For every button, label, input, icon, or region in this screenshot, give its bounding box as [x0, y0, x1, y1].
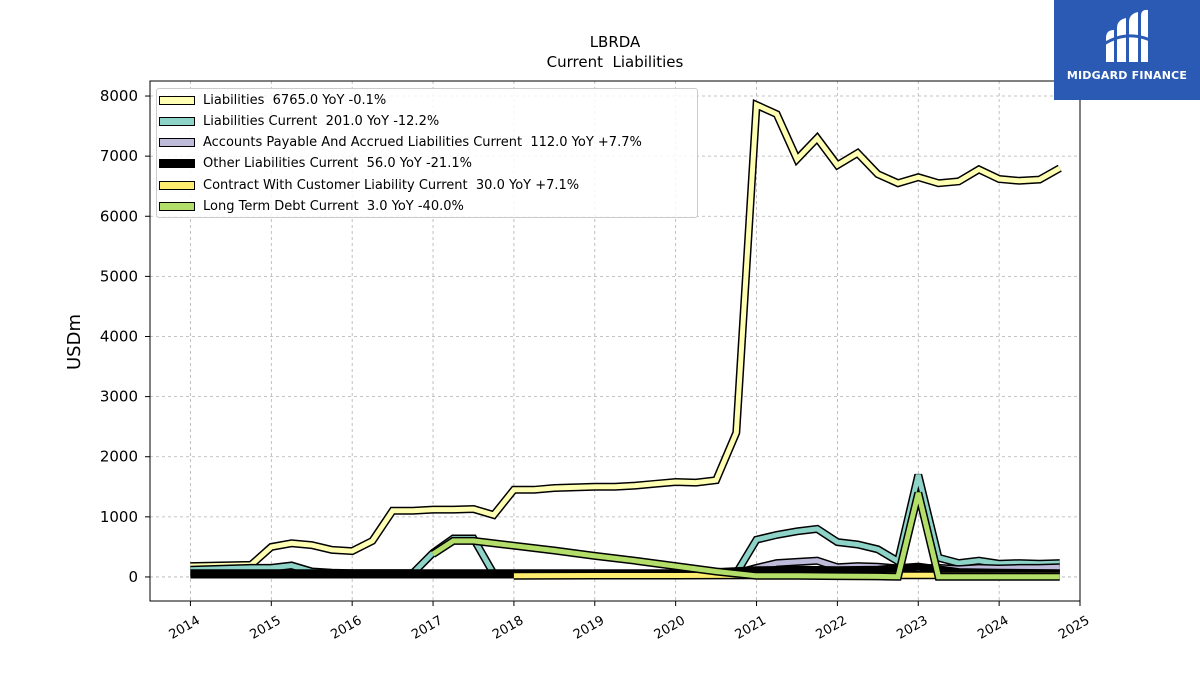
y-tick-label: 8000: [100, 87, 138, 105]
legend-item: Other Liabilities Current 56.0 YoY -21.1…: [159, 156, 472, 172]
x-tick-label: 2018: [490, 613, 526, 643]
x-tick-label: 2020: [652, 613, 688, 643]
x-tick-label: 2019: [571, 613, 607, 643]
legend-swatch: [159, 138, 195, 148]
y-axis-label: USDm: [64, 314, 85, 370]
series-layer: [190, 98, 1062, 581]
legend-swatch: [159, 180, 195, 190]
legend-item: Accounts Payable And Accrued Liabilities…: [159, 135, 642, 151]
legend-item: Liabilities Current 201.0 YoY -12.2%: [159, 113, 439, 129]
legend-swatch: [159, 116, 195, 126]
legend-label: Other Liabilities Current 56.0 YoY -21.1…: [203, 156, 472, 172]
legend-item: Liabilities 6765.0 YoY -0.1%: [159, 92, 386, 108]
y-tick-label: 6000: [100, 207, 138, 225]
legend-swatch: [159, 159, 195, 169]
series-line: [190, 101, 1062, 569]
y-tick-label: 1000: [100, 508, 138, 526]
legend-label: Liabilities 6765.0 YoY -0.1%: [203, 92, 387, 108]
series-1: [190, 98, 1062, 571]
y-tick-label: 3000: [100, 388, 138, 406]
logo: MIDGARD FINANCE: [1054, 0, 1200, 100]
logo-text: MIDGARD FINANCE: [1066, 69, 1188, 82]
x-tick-label: 2021: [733, 613, 769, 643]
y-tick-label: 5000: [100, 267, 138, 285]
chart-subtitle: Current Liabilities: [547, 53, 684, 71]
y-tick-label: 2000: [100, 448, 138, 466]
legend-swatch: [159, 95, 195, 105]
legend: Liabilities 6765.0 YoY -0.1% Liabilities …: [156, 88, 698, 218]
y-tick-label: 0: [128, 568, 138, 586]
x-tick-label: 2025: [1056, 613, 1092, 643]
legend-swatch: [159, 202, 195, 211]
legend-label: Liabilities Current 201.0 YoY -12.2%: [203, 113, 440, 129]
x-tick-label: 2024: [975, 613, 1011, 643]
chart-title: LBRDA: [590, 33, 641, 51]
logo-mark-icon: [1103, 9, 1151, 62]
y-tick-label: 4000: [100, 327, 138, 345]
x-tick-label: 2023: [894, 613, 930, 643]
legend-label: Contract With Customer Liability Current…: [203, 177, 580, 193]
x-tick-label: 2022: [814, 613, 850, 643]
series-line: [431, 492, 1060, 580]
series-6: [430, 491, 1060, 581]
legend-item: Contract With Customer Liability Current…: [159, 177, 579, 193]
x-tick-label: 2014: [167, 613, 203, 643]
x-tick-label: 2015: [247, 613, 283, 643]
legend-item: Long Term Debt Current 3.0 YoY -40.0%: [159, 199, 464, 215]
legend-label: Accounts Payable And Accrued Liabilities…: [203, 135, 642, 151]
plot-frame: [149, 80, 1081, 602]
x-tick-label: 2016: [328, 613, 364, 643]
y-tick-label: 7000: [100, 147, 138, 165]
legend-label: Long Term Debt Current 3.0 YoY -40.0%: [203, 199, 464, 214]
x-tick-label: 2017: [409, 613, 445, 643]
